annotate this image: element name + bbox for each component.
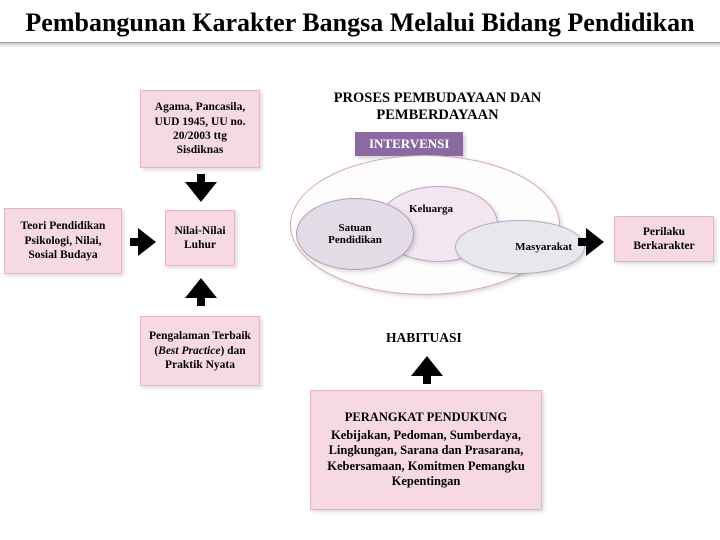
ellipse-masyarakat: Masyarakat xyxy=(455,220,585,274)
page-title: Pembangunan Karakter Bangsa Melalui Bida… xyxy=(0,0,720,42)
box-output: Perilaku Berkarakter xyxy=(614,216,714,262)
best-practice-text: Pengalaman Terbaik (Best Practice) dan P… xyxy=(149,329,251,372)
support-title: PERANGKAT PENDUKUNG xyxy=(345,410,507,426)
masyarakat-label: Masyarakat xyxy=(515,241,572,253)
arrow-down-icon xyxy=(185,182,217,202)
arrow-up-icon xyxy=(185,278,217,298)
process-heading: PROSES PEMBUDAYAAN DAN PEMBERDAYAAN xyxy=(300,90,575,124)
arrow-right-output-icon xyxy=(586,228,604,256)
box-support: PERANGKAT PENDUKUNG Kebijakan, Pedoman, … xyxy=(310,390,542,510)
habituasi-label: HABITUASI xyxy=(386,330,462,346)
support-body: Kebijakan, Pedoman, Sumberdaya, Lingkung… xyxy=(319,428,533,491)
title-underline xyxy=(0,42,720,48)
keluarga-label: Keluarga xyxy=(409,203,453,215)
diagram-canvas: Agama, Pancasila, UUD 1945, UU no. 20/20… xyxy=(0,90,720,540)
box-nilai-luhur: Nilai-Nilai Luhur xyxy=(165,210,235,266)
ellipse-satuan: Satuan Pendidikan xyxy=(296,198,414,270)
arrow-up-support-icon xyxy=(411,356,443,376)
intervensi-label: INTERVENSI xyxy=(355,132,463,156)
box-left-theory: Teori Pendidikan Psikologi, Nilai, Sosia… xyxy=(4,208,122,274)
box-top-source: Agama, Pancasila, UUD 1945, UU no. 20/20… xyxy=(140,90,260,168)
satuan-label-b: Pendidikan xyxy=(328,234,382,246)
satuan-label-a: Satuan xyxy=(338,222,371,234)
arrow-right-icon xyxy=(138,228,156,256)
box-best-practice: Pengalaman Terbaik (Best Practice) dan P… xyxy=(140,316,260,386)
